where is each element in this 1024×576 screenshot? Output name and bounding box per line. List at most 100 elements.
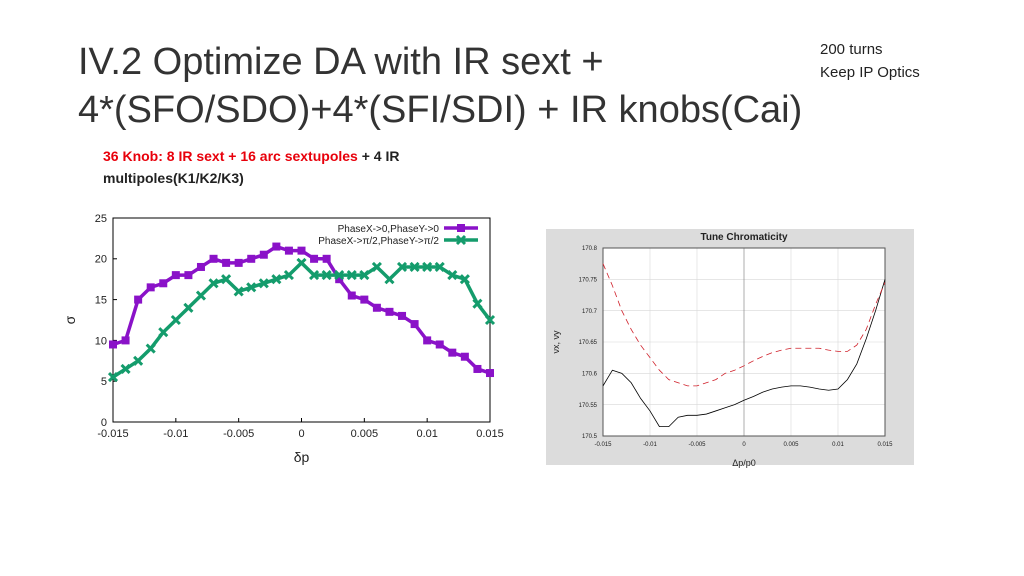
- data-point: [283, 270, 294, 281]
- x-tick-label: 0.015: [877, 442, 893, 448]
- data-point: [171, 271, 180, 280]
- x-tick-label: -0.015: [594, 442, 612, 448]
- chart-title: Tune Chromaticity: [700, 232, 787, 243]
- data-point: [384, 274, 395, 285]
- subtitle-highlight: 36 Knob: 8 IR sext + 16 arc sextupoles: [103, 148, 358, 164]
- x-tick-label: 0: [742, 442, 746, 448]
- slide-title: IV.2 Optimize DA with IR sext + 4*(SFO/S…: [78, 38, 802, 134]
- data-point: [170, 314, 181, 326]
- y-tick-label: 5: [101, 376, 107, 388]
- data-point: [296, 257, 307, 268]
- data-point: [410, 320, 419, 329]
- data-point: [158, 327, 169, 338]
- legend-marker: [457, 224, 465, 232]
- y-tick-label: 170.75: [579, 277, 598, 283]
- data-point: [184, 271, 193, 280]
- data-point: [460, 352, 469, 361]
- x-tick-label: 0.015: [476, 428, 504, 440]
- x-tick-label: 0.01: [416, 428, 437, 440]
- data-point: [459, 274, 470, 285]
- y-tick-label: 170.55: [579, 403, 598, 409]
- data-point: [409, 261, 420, 273]
- data-point: [247, 254, 256, 263]
- data-point: [183, 302, 194, 313]
- data-point: [259, 250, 268, 259]
- data-point: [233, 286, 244, 297]
- data-point: [385, 307, 394, 316]
- x-tick-label: -0.005: [688, 442, 706, 448]
- data-point: [334, 270, 345, 281]
- data-point: [447, 270, 458, 281]
- x-tick-label: -0.01: [163, 428, 188, 440]
- data-point: [309, 270, 320, 281]
- data-point: [360, 295, 369, 304]
- data-point: [284, 246, 293, 255]
- title-line: IV.2 Optimize DA with IR sext +: [78, 41, 604, 83]
- data-point: [209, 254, 218, 263]
- data-point: [107, 372, 119, 383]
- data-point: [134, 295, 143, 304]
- data-point: [322, 254, 331, 263]
- data-point: [246, 282, 257, 293]
- data-point: [146, 283, 155, 292]
- data-point: [346, 270, 357, 281]
- data-point: [473, 364, 482, 373]
- data-point: [271, 274, 282, 285]
- y-tick-label: 0: [101, 417, 107, 429]
- legend-label: PhaseX->0,PhaseY->0: [338, 224, 440, 235]
- series-line: [602, 279, 886, 427]
- x-tick-label: 0.01: [832, 442, 844, 448]
- data-point: [484, 314, 496, 326]
- x-tick-label: -0.01: [643, 442, 657, 448]
- note: 200 turns Keep IP Optics: [820, 38, 920, 84]
- y-axis-label: σ: [62, 315, 78, 324]
- data-point: [196, 262, 205, 271]
- data-point: [222, 258, 231, 267]
- legend-marker: [455, 234, 467, 246]
- y-tick-label: 170.65: [579, 340, 598, 346]
- data-point: [272, 242, 281, 251]
- data-point: [121, 336, 130, 345]
- data-point: [396, 261, 408, 273]
- data-point: [422, 261, 433, 273]
- data-point: [335, 275, 344, 284]
- data-point: [109, 340, 117, 349]
- subtitle-rest: + 4 IR multipoles(K1/K2/K3): [103, 148, 400, 186]
- data-point: [297, 246, 306, 255]
- data-point: [258, 278, 269, 289]
- data-point: [195, 290, 207, 301]
- data-point: [159, 279, 168, 288]
- data-point: [221, 274, 232, 285]
- data-point: [133, 355, 144, 366]
- x-tick-label: 0: [298, 428, 304, 440]
- y-tick-label: 20: [95, 254, 107, 266]
- data-point: [486, 369, 494, 378]
- data-point: [472, 298, 483, 309]
- y-tick-label: 170.7: [582, 309, 598, 315]
- note-line: 200 turns: [820, 41, 883, 58]
- data-point: [435, 340, 444, 349]
- data-point: [145, 343, 156, 354]
- x-tick-label: 0.005: [351, 428, 379, 440]
- data-point: [321, 270, 332, 281]
- data-point: [434, 261, 445, 273]
- data-point: [208, 278, 219, 289]
- title-line: 4*(SFO/SDO)+4*(SFI/SDI) + IR knobs(Cai): [78, 89, 803, 131]
- data-point: [448, 348, 457, 357]
- y-axis-label: νx, νy: [551, 330, 561, 354]
- data-point: [423, 336, 432, 345]
- data-point: [398, 311, 407, 320]
- data-point: [310, 254, 319, 263]
- y-tick-label: 170.5: [582, 434, 598, 440]
- plot-frame: [602, 247, 886, 437]
- series-line: [602, 263, 886, 387]
- x-axis-label: Δp/p0: [732, 458, 756, 468]
- data-point: [234, 258, 243, 267]
- y-tick-label: 10: [95, 335, 107, 347]
- x-tick-label: -0.015: [97, 428, 128, 440]
- y-tick-label: 170.8: [582, 246, 598, 252]
- y-tick-label: 15: [95, 294, 107, 306]
- legend-label: PhaseX->π/2,PhaseY->π/2: [318, 236, 439, 247]
- x-axis-label: δp: [294, 449, 310, 465]
